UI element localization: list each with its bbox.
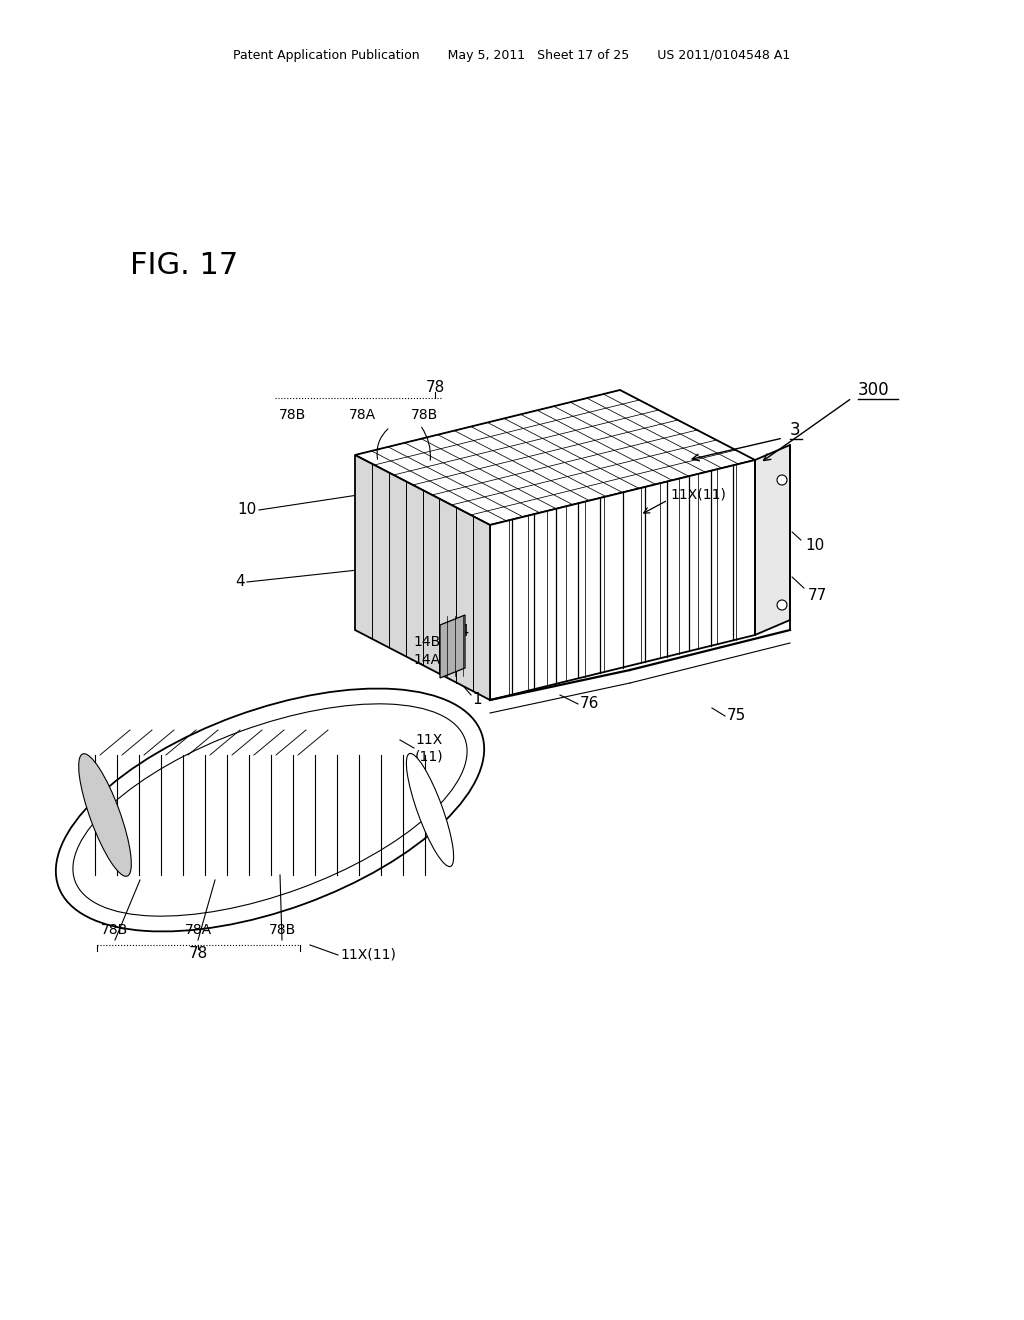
Polygon shape bbox=[440, 615, 465, 678]
Text: 11X
(11): 11X (11) bbox=[415, 733, 443, 763]
Text: 77: 77 bbox=[808, 587, 827, 602]
Text: 78: 78 bbox=[425, 380, 444, 396]
Ellipse shape bbox=[73, 704, 467, 916]
Text: 78A: 78A bbox=[348, 408, 376, 422]
Polygon shape bbox=[355, 389, 755, 525]
Text: 11X(11): 11X(11) bbox=[340, 948, 396, 962]
Text: 14A: 14A bbox=[413, 653, 440, 667]
Ellipse shape bbox=[79, 754, 131, 876]
Text: 78B: 78B bbox=[280, 408, 306, 422]
Text: 14: 14 bbox=[450, 624, 469, 639]
Ellipse shape bbox=[407, 754, 454, 866]
Text: 78B: 78B bbox=[268, 923, 296, 937]
Text: 76: 76 bbox=[580, 697, 599, 711]
Polygon shape bbox=[490, 459, 755, 700]
Text: 10: 10 bbox=[238, 503, 257, 517]
Polygon shape bbox=[355, 455, 490, 700]
Circle shape bbox=[777, 601, 787, 610]
Text: 78: 78 bbox=[188, 945, 208, 961]
Ellipse shape bbox=[56, 689, 484, 932]
Text: 10: 10 bbox=[805, 537, 824, 553]
Text: 14B: 14B bbox=[413, 635, 440, 649]
Text: 11X(11): 11X(11) bbox=[670, 488, 726, 502]
Polygon shape bbox=[755, 445, 790, 635]
Text: FIG. 17: FIG. 17 bbox=[130, 251, 239, 280]
Text: 4: 4 bbox=[236, 574, 245, 590]
Text: 75: 75 bbox=[727, 709, 746, 723]
Text: Patent Application Publication       May 5, 2011   Sheet 17 of 25       US 2011/: Patent Application Publication May 5, 20… bbox=[233, 49, 791, 62]
Text: 78B: 78B bbox=[101, 923, 129, 937]
Text: 300: 300 bbox=[858, 381, 890, 399]
Text: 3: 3 bbox=[790, 421, 801, 440]
Text: 78A: 78A bbox=[184, 923, 212, 937]
Text: 1: 1 bbox=[472, 693, 481, 708]
Text: 78B: 78B bbox=[411, 408, 437, 422]
Circle shape bbox=[777, 475, 787, 484]
